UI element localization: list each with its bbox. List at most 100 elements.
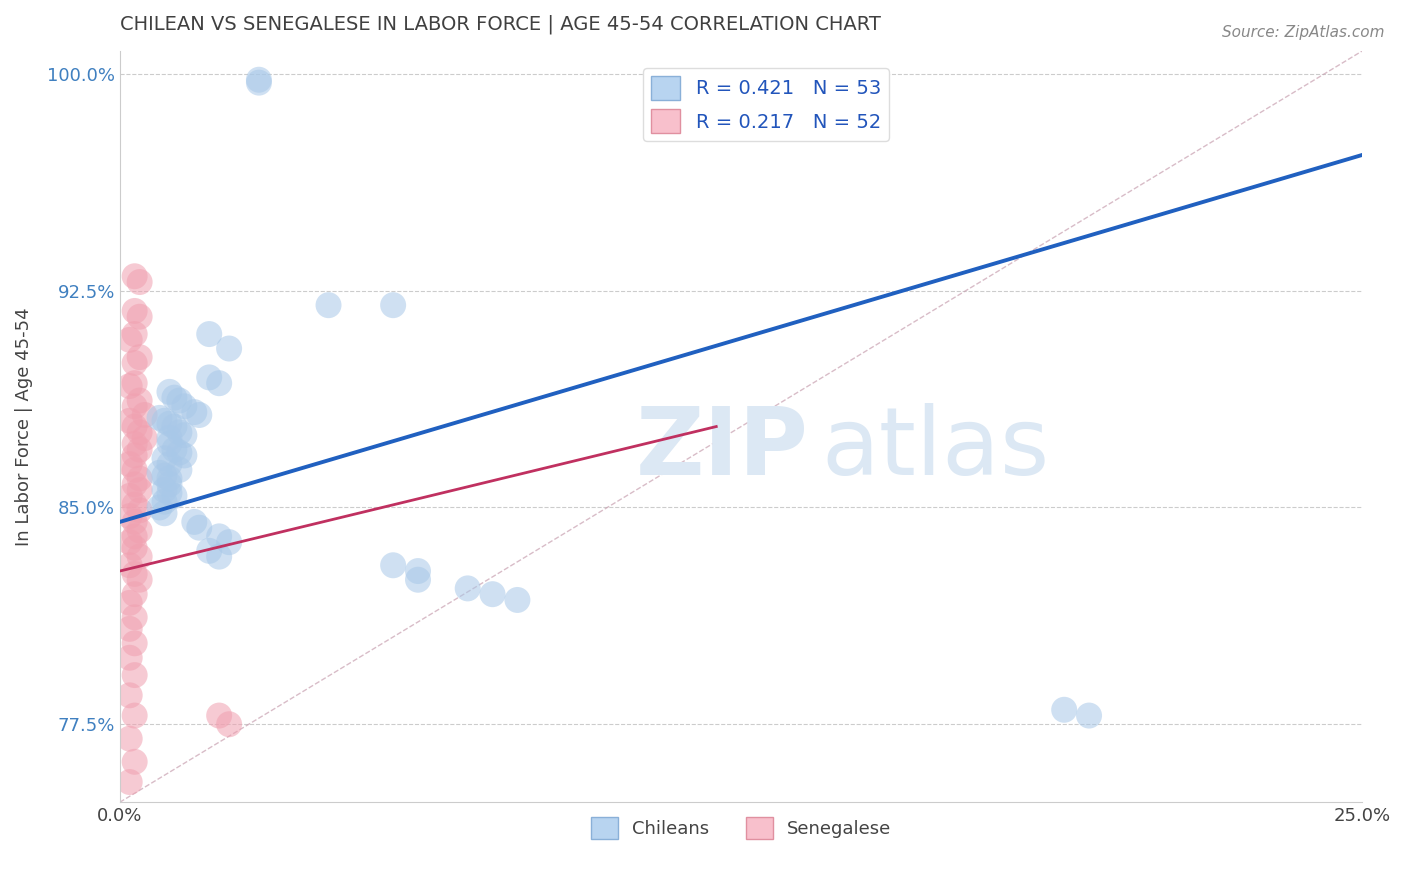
Point xyxy=(169,393,191,408)
Point xyxy=(163,391,186,405)
Point xyxy=(159,457,181,471)
Point xyxy=(124,515,146,529)
Point xyxy=(118,558,141,573)
Point xyxy=(118,509,141,524)
Point xyxy=(153,414,176,428)
Point xyxy=(506,593,529,607)
Point xyxy=(128,573,150,587)
Text: Source: ZipAtlas.com: Source: ZipAtlas.com xyxy=(1222,25,1385,40)
Point xyxy=(124,477,146,491)
Point xyxy=(247,72,270,87)
Point xyxy=(128,472,150,486)
Point xyxy=(159,384,181,399)
Point xyxy=(208,376,231,391)
Point xyxy=(148,466,170,480)
Point xyxy=(169,445,191,459)
Point xyxy=(124,419,146,434)
Point xyxy=(134,431,156,445)
Point xyxy=(128,524,150,538)
Point xyxy=(153,451,176,466)
Point xyxy=(318,298,340,312)
Point xyxy=(124,541,146,555)
Point xyxy=(1078,708,1101,723)
Point xyxy=(198,544,221,558)
Point xyxy=(124,636,146,650)
Point xyxy=(208,529,231,543)
Point xyxy=(134,408,156,422)
Point xyxy=(218,342,240,356)
Point xyxy=(169,463,191,477)
Point xyxy=(128,503,150,517)
Point xyxy=(118,622,141,636)
Point xyxy=(124,400,146,414)
Point xyxy=(208,708,231,723)
Point xyxy=(163,419,186,434)
Point xyxy=(124,463,146,477)
Point xyxy=(173,428,195,442)
Point xyxy=(198,370,221,384)
Point xyxy=(118,333,141,347)
Point xyxy=(118,457,141,471)
Point xyxy=(159,431,181,445)
Point xyxy=(153,483,176,497)
Point xyxy=(124,304,146,318)
Point xyxy=(128,442,150,457)
Point xyxy=(124,376,146,391)
Point xyxy=(128,393,150,408)
Point xyxy=(153,506,176,520)
Point xyxy=(163,442,186,457)
Point xyxy=(148,500,170,515)
Point xyxy=(173,449,195,463)
Text: CHILEAN VS SENEGALESE IN LABOR FORCE | AGE 45-54 CORRELATION CHART: CHILEAN VS SENEGALESE IN LABOR FORCE | A… xyxy=(120,15,880,35)
Point xyxy=(406,573,429,587)
Point xyxy=(382,298,405,312)
Point xyxy=(159,437,181,451)
Point xyxy=(218,717,240,731)
Point xyxy=(159,417,181,431)
Point xyxy=(118,414,141,428)
Legend: Chileans, Senegalese: Chileans, Senegalese xyxy=(583,809,898,846)
Point xyxy=(118,535,141,549)
Point xyxy=(247,76,270,90)
Point xyxy=(124,529,146,543)
Point xyxy=(153,494,176,508)
Point xyxy=(124,269,146,284)
Point xyxy=(124,498,146,512)
Point xyxy=(159,477,181,491)
Point xyxy=(124,449,146,463)
Point xyxy=(124,327,146,342)
Point xyxy=(128,310,150,324)
Point xyxy=(208,549,231,564)
Point xyxy=(128,483,150,497)
Point xyxy=(124,708,146,723)
Point xyxy=(198,327,221,342)
Point xyxy=(159,486,181,500)
Point xyxy=(169,425,191,440)
Point xyxy=(124,566,146,581)
Point xyxy=(406,564,429,578)
Point xyxy=(148,410,170,425)
Point xyxy=(188,521,211,535)
Point xyxy=(128,549,150,564)
Point xyxy=(128,425,150,440)
Point xyxy=(1053,703,1076,717)
Point xyxy=(159,472,181,486)
Point xyxy=(124,587,146,601)
Point xyxy=(124,610,146,624)
Point xyxy=(118,650,141,665)
Point xyxy=(124,356,146,370)
Point xyxy=(118,596,141,610)
Point xyxy=(163,489,186,503)
Point xyxy=(382,558,405,573)
Point xyxy=(218,535,240,549)
Point xyxy=(124,755,146,769)
Point xyxy=(481,587,503,601)
Y-axis label: In Labor Force | Age 45-54: In Labor Force | Age 45-54 xyxy=(15,307,32,546)
Text: atlas: atlas xyxy=(823,403,1050,495)
Point xyxy=(457,582,479,596)
Point xyxy=(128,350,150,364)
Text: ZIP: ZIP xyxy=(636,403,808,495)
Point xyxy=(128,275,150,289)
Point xyxy=(118,489,141,503)
Point xyxy=(124,668,146,682)
